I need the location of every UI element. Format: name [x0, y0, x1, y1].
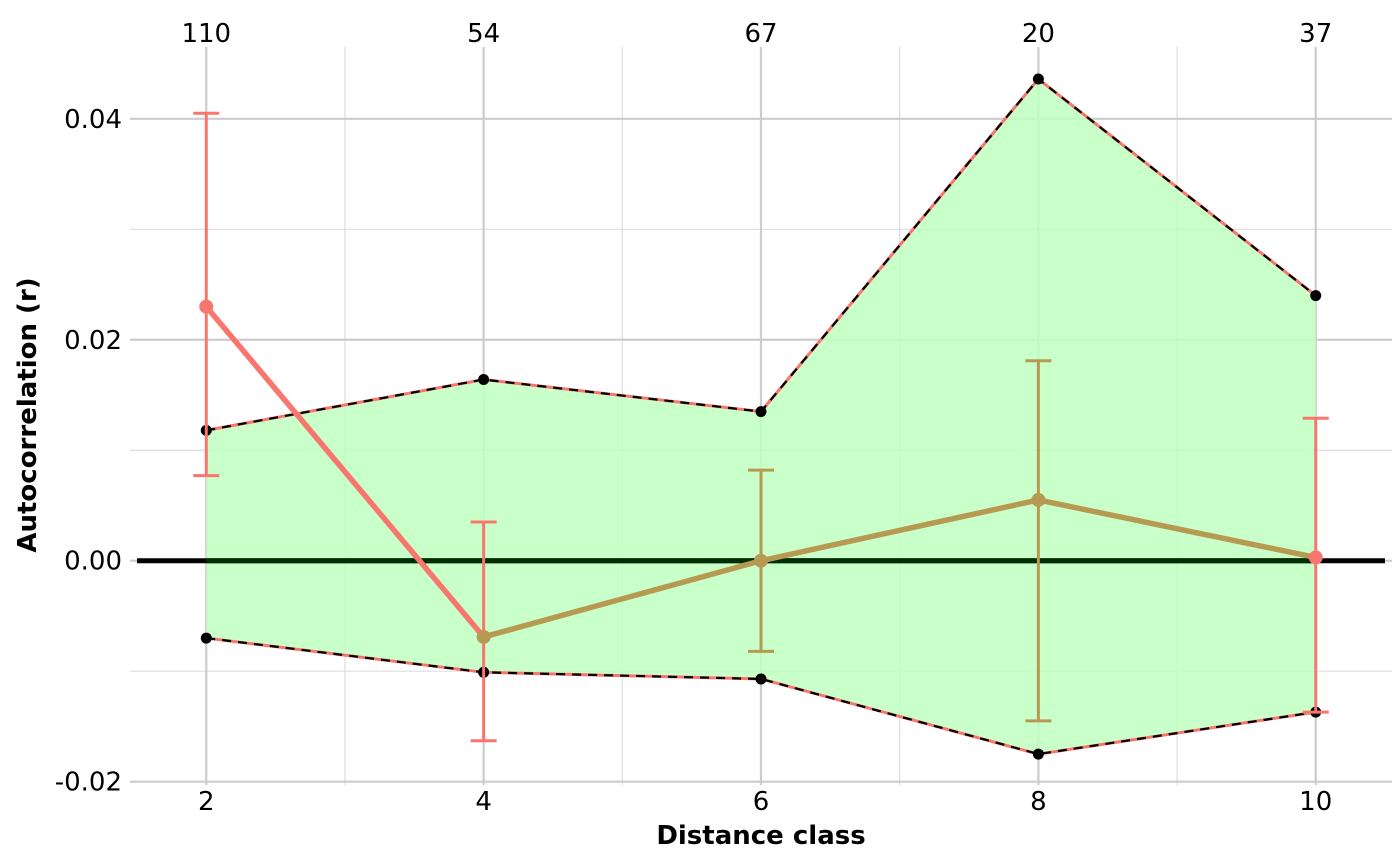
- y-tick-label: 0.04: [64, 105, 122, 135]
- top-count-label: 37: [1299, 19, 1332, 49]
- top-count-label: 20: [1022, 19, 1055, 49]
- x-tick-labels: 2 4 6 8 10: [198, 787, 1332, 817]
- observed-point: [476, 629, 491, 644]
- x-tick-label: 4: [475, 787, 492, 817]
- envelope-lower-point: [755, 673, 767, 685]
- observed-line-segment: [480, 557, 764, 640]
- observed-point: [1308, 550, 1323, 565]
- y-tick-label: -0.02: [55, 768, 122, 798]
- y-tick-label: 0.00: [64, 547, 122, 577]
- envelope-upper-point: [1310, 290, 1322, 302]
- observed-point: [754, 553, 768, 568]
- observed-line-segment: [203, 303, 487, 640]
- envelope-lower-point: [1032, 748, 1044, 760]
- x-axis-title: Distance class: [656, 821, 865, 851]
- observed-series: [199, 299, 1323, 644]
- observed-point: [199, 299, 214, 314]
- x-tick-label: 10: [1299, 787, 1332, 817]
- top-count-label: 54: [467, 19, 500, 49]
- top-count-label: 110: [181, 19, 231, 49]
- envelope-upper-point: [1032, 73, 1044, 85]
- x-tick-label: 6: [753, 787, 770, 817]
- top-count-label: 67: [744, 19, 777, 49]
- envelope-upper-point: [478, 374, 490, 386]
- top-count-labels: 110 54 67 20 37: [181, 19, 1332, 49]
- y-tick-labels: -0.02 0.00 0.02 0.04: [55, 105, 122, 798]
- x-tick-label: 2: [198, 787, 215, 817]
- envelope-upper-point: [755, 406, 767, 418]
- observed-point: [1031, 492, 1046, 507]
- observed-line-segment: [758, 497, 1042, 564]
- y-tick-label: 0.02: [64, 326, 122, 356]
- observed-line-segment: [1035, 497, 1319, 561]
- envelope-lower-point: [200, 632, 212, 644]
- x-tick-label: 8: [1030, 787, 1047, 817]
- y-axis-title: Autocorrelation (r): [13, 277, 43, 552]
